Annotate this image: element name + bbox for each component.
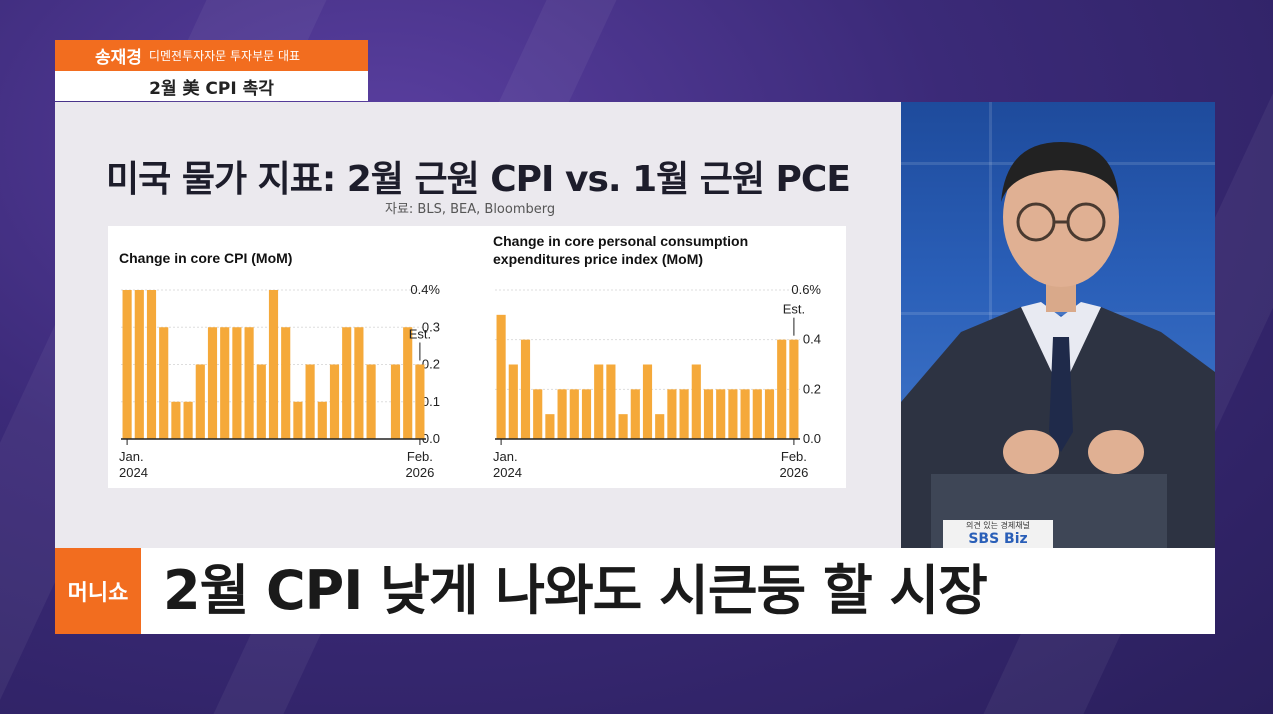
bar [545, 414, 555, 439]
presenter-video: 의견 있는 경제채널 SBS Biz [901, 102, 1215, 548]
bar [716, 389, 726, 439]
bar [122, 290, 132, 439]
speaker-name-bar: 송재경 디멘젼투자자문 투자부문 대표 [55, 40, 368, 71]
estimate-label: Est. [409, 327, 431, 342]
x-tick-label: 2026 [779, 465, 808, 480]
chart-title: expenditures price index (MoM) [493, 251, 703, 267]
slide-title: 미국 물가 지표: 2월 근원 CPI vs. 1월 근원 PCE [106, 159, 851, 200]
speaker-name: 송재경 [95, 48, 142, 68]
bar [268, 290, 279, 439]
y-tick-label: 0.4% [410, 282, 440, 297]
presenter-figure [901, 142, 1215, 548]
bar [317, 401, 327, 439]
bar [630, 389, 640, 439]
bar [220, 327, 230, 439]
bar [159, 327, 169, 439]
speaker-title: 디멘젼투자자문 투자부문 대표 [148, 49, 301, 63]
money-show-logo: 머니쇼 [55, 548, 141, 634]
bar [195, 364, 205, 439]
chart-title: Change in core CPI (MoM) [119, 250, 292, 266]
headline-text: 2월 CPI 낮게 나와도 시큰둥 할 시장 [163, 559, 988, 622]
bar [171, 401, 181, 439]
bar [207, 327, 218, 439]
bar [777, 339, 787, 439]
y-tick-label: 0.3 [422, 319, 440, 334]
sbs-biz-logo: SBS Biz [968, 531, 1028, 547]
x-tick-label: Feb. [407, 449, 433, 464]
bar [557, 389, 567, 439]
bar [232, 327, 242, 439]
window-frame [901, 312, 1215, 315]
bar [703, 389, 714, 439]
bar [134, 290, 144, 439]
bar [606, 364, 616, 439]
bar [569, 389, 579, 439]
bar [366, 364, 376, 439]
bar [342, 327, 352, 439]
bar [655, 414, 665, 439]
x-tick-label: 2026 [405, 465, 434, 480]
bar [740, 389, 750, 439]
x-tick-label: Feb. [781, 449, 807, 464]
bar [642, 364, 653, 439]
bar [618, 414, 628, 439]
chart-title: Change in core personal consumption [493, 233, 748, 249]
x-tick-label: Jan. [119, 449, 144, 464]
bar [146, 290, 157, 439]
x-tick-label: 2024 [119, 465, 148, 480]
bar [752, 389, 762, 439]
bar [496, 314, 506, 439]
bar [508, 364, 518, 439]
bar [415, 364, 425, 439]
bar [256, 364, 266, 439]
chart-panel: Change in core CPI (MoM) 0.4% 0.3 0.2 0.1 0.0… [108, 226, 846, 488]
estimate-label: Est. [783, 302, 805, 317]
bar [281, 327, 291, 439]
bar [691, 364, 701, 439]
bar [594, 364, 604, 439]
bar [354, 327, 364, 439]
bar [789, 339, 799, 439]
speaker-name-tag: 송재경 디멘젼투자자문 투자부문 대표 2월 美 CPI 촉각 [55, 40, 368, 101]
bar [305, 364, 315, 439]
y-tick-label: 0.0 [803, 431, 821, 446]
bar [764, 389, 775, 439]
bar [244, 327, 254, 439]
slide-source: 자료: BLS, BEA, Bloomberg [385, 202, 556, 217]
bar [390, 364, 401, 439]
desk-tagline: 의견 있는 경제채널 [966, 521, 1030, 530]
y-tick-label: 0.0 [422, 431, 440, 446]
bar [183, 401, 193, 439]
headline-bar: 머니쇼 2월 CPI 낮게 나와도 시큰둥 할 시장 [55, 548, 1215, 634]
charts-svg: Change in core CPI (MoM) 0.4% 0.3 0.2 0.1 0.0… [119, 233, 821, 480]
bar [520, 339, 531, 439]
bar [679, 389, 689, 439]
x-tick-label: 2024 [493, 465, 522, 480]
bar [533, 389, 543, 439]
bar [329, 364, 340, 439]
y-tick-label: 0.2 [422, 357, 440, 372]
topic-caption: 2월 美 CPI 촉각 [55, 71, 368, 101]
y-tick-label: 0.6% [791, 282, 821, 297]
bar [667, 389, 677, 439]
bar [403, 327, 413, 439]
y-tick-label: 0.2 [803, 381, 821, 396]
bar [293, 401, 303, 439]
bar [581, 389, 592, 439]
y-tick-label: 0.4 [803, 332, 821, 347]
x-tick-label: Jan. [493, 449, 518, 464]
y-tick-label: 0.1 [422, 394, 440, 409]
bar [728, 389, 738, 439]
presentation-slide: 미국 물가 지표: 2월 근원 CPI vs. 1월 근원 PCE 자료: BL… [55, 102, 901, 548]
